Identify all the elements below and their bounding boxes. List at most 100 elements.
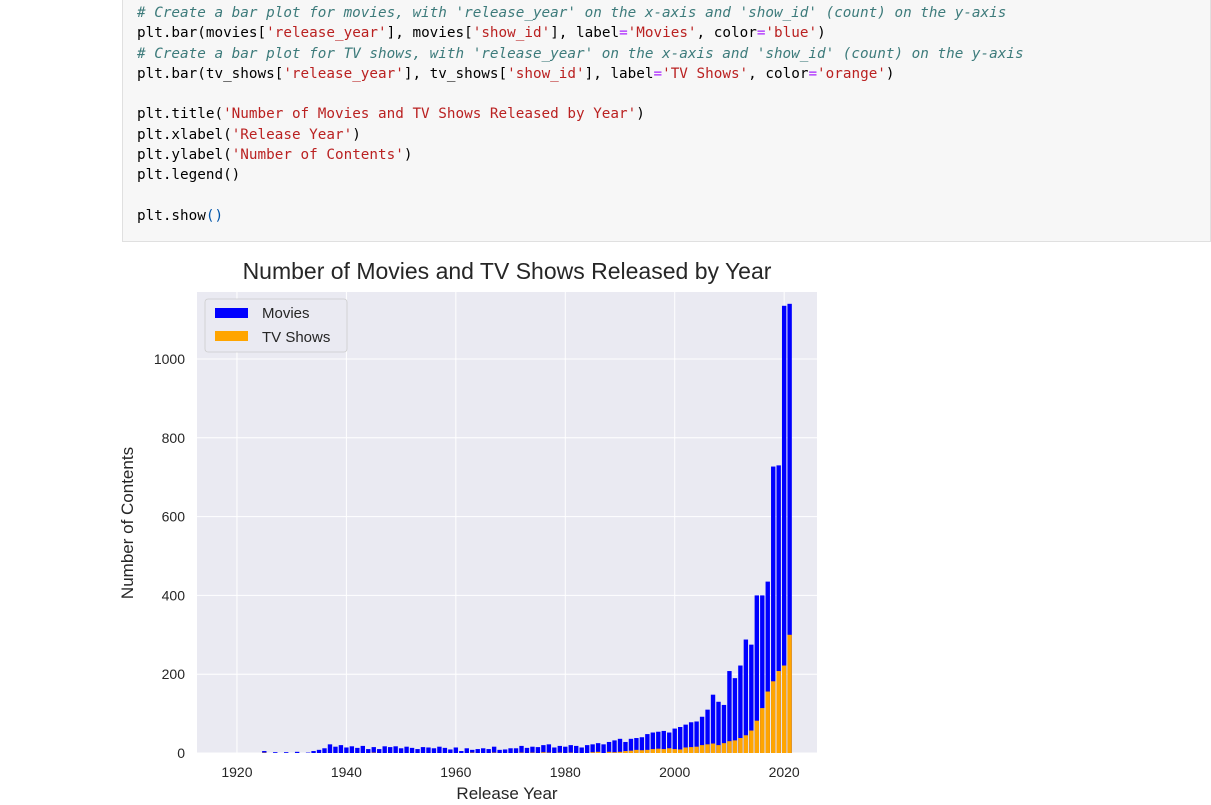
movies-bar: [366, 749, 370, 753]
movies-bar: [322, 748, 326, 753]
movies-bar: [486, 749, 490, 753]
movies-bar: [311, 751, 315, 753]
code-token: 'show_id': [507, 66, 584, 82]
code-line: # Create a bar plot for movies, with 're…: [137, 3, 1024, 23]
movies-bar: [612, 740, 616, 753]
code-token: plt.legend(): [137, 167, 240, 183]
tv-shows-bar: [782, 666, 786, 753]
movies-bar: [590, 744, 594, 753]
tv-shows-bar: [662, 749, 666, 753]
movies-bar: [361, 746, 365, 753]
tv-shows-bar: [755, 721, 759, 753]
movies-bar: [465, 748, 469, 753]
tv-shows-bar: [727, 741, 731, 753]
y-tick-label: 200: [162, 666, 186, 682]
movies-bar: [372, 747, 376, 753]
code-line: plt.ylabel('Number of Contents'): [137, 145, 1024, 165]
movies-bar: [558, 746, 562, 753]
code-token: plt.ylabel(: [137, 147, 232, 163]
code-line: plt.legend(): [137, 165, 1024, 185]
movies-bar: [459, 751, 463, 753]
movies-bar: [339, 745, 343, 753]
code-token: ): [636, 106, 645, 122]
tv-shows-bar: [694, 747, 698, 753]
movies-bar: [383, 746, 387, 753]
code-line: plt.title('Number of Movies and TV Shows…: [137, 104, 1024, 124]
movies-bar: [388, 747, 392, 753]
movies-bar: [541, 745, 545, 753]
tv-shows-bar: [738, 738, 742, 753]
code-cell[interactable]: # Create a bar plot for movies, with 're…: [122, 0, 1211, 242]
code-token: # Create a bar plot for TV shows, with '…: [137, 46, 1024, 62]
code-line: plt.xlabel('Release Year'): [137, 125, 1024, 145]
x-tick-label: 1980: [550, 764, 581, 780]
code-token: 'release_year': [283, 66, 404, 82]
code-token: 'TV Shows': [662, 66, 748, 82]
movies-bar: [492, 747, 496, 753]
code-token: plt.title(: [137, 106, 223, 122]
tv-shows-bar: [634, 750, 638, 753]
tv-shows-bar: [667, 748, 671, 753]
x-tick-label: 1940: [331, 764, 362, 780]
legend-label-tv-shows: TV Shows: [262, 329, 330, 346]
code-editor[interactable]: # Create a bar plot for movies, with 're…: [137, 3, 1024, 226]
code-token: , color: [748, 66, 808, 82]
code-token: ], tv_shows[: [404, 66, 507, 82]
tv-shows-bar: [678, 749, 682, 753]
tv-shows-bar: [771, 681, 775, 753]
code-token: 'Release Year': [232, 127, 353, 143]
x-tick-label: 2020: [769, 764, 800, 780]
code-token: ): [817, 25, 826, 41]
movies-bar: [437, 747, 441, 753]
tv-shows-bar: [760, 708, 764, 753]
movies-bar: [618, 739, 622, 753]
tv-shows-bar: [787, 635, 791, 753]
tv-shows-bar: [689, 747, 693, 753]
code-token: 'orange': [817, 66, 886, 82]
y-tick-label: 0: [177, 745, 185, 761]
tv-shows-bar: [596, 752, 600, 753]
movies-bar: [547, 744, 551, 753]
movies-bar: [410, 748, 414, 753]
movies-bar: [596, 743, 600, 753]
y-tick-label: 400: [162, 587, 186, 603]
movies-bar: [432, 748, 436, 753]
code-token: =: [619, 25, 628, 41]
code-line: [137, 84, 1024, 104]
code-token: 'Number of Contents': [232, 147, 404, 163]
code-line: # Create a bar plot for TV shows, with '…: [137, 44, 1024, 64]
code-line: plt.bar(tv_shows['release_year'], tv_sho…: [137, 64, 1024, 84]
movies-bar: [601, 744, 605, 753]
code-token: 'show_id': [473, 25, 550, 41]
movies-bar: [552, 747, 556, 753]
tv-shows-bar: [705, 744, 709, 753]
code-token: (): [206, 208, 223, 224]
movies-bar: [530, 747, 534, 753]
chart-output: Number of Movies and TV Shows Released b…: [0, 242, 1211, 800]
tv-shows-bar: [623, 751, 627, 753]
tv-shows-bar: [612, 752, 616, 753]
movies-bar: [443, 748, 447, 753]
movies-bar: [295, 752, 299, 753]
movies-bar: [404, 747, 408, 753]
y-axis-label: Number of Contents: [118, 447, 137, 599]
y-tick-label: 800: [162, 430, 186, 446]
x-axis-label: Release Year: [456, 784, 557, 800]
movies-bar: [476, 749, 480, 753]
y-tick-label: 600: [162, 509, 186, 525]
movies-bar: [727, 671, 731, 753]
movies-bar: [563, 747, 567, 753]
code-token: =: [653, 66, 662, 82]
tv-shows-bar: [716, 745, 720, 753]
legend-label-movies: Movies: [262, 305, 310, 322]
movies-bar: [585, 745, 589, 753]
x-tick-label: 2000: [659, 764, 690, 780]
movies-bar: [525, 748, 529, 753]
movies-bar: [399, 748, 403, 753]
code-token: ], label: [585, 66, 654, 82]
tv-shows-bar: [733, 740, 737, 753]
movies-bar: [569, 745, 573, 753]
chart-title: Number of Movies and TV Shows Released b…: [243, 258, 772, 284]
movies-bar: [481, 748, 485, 753]
